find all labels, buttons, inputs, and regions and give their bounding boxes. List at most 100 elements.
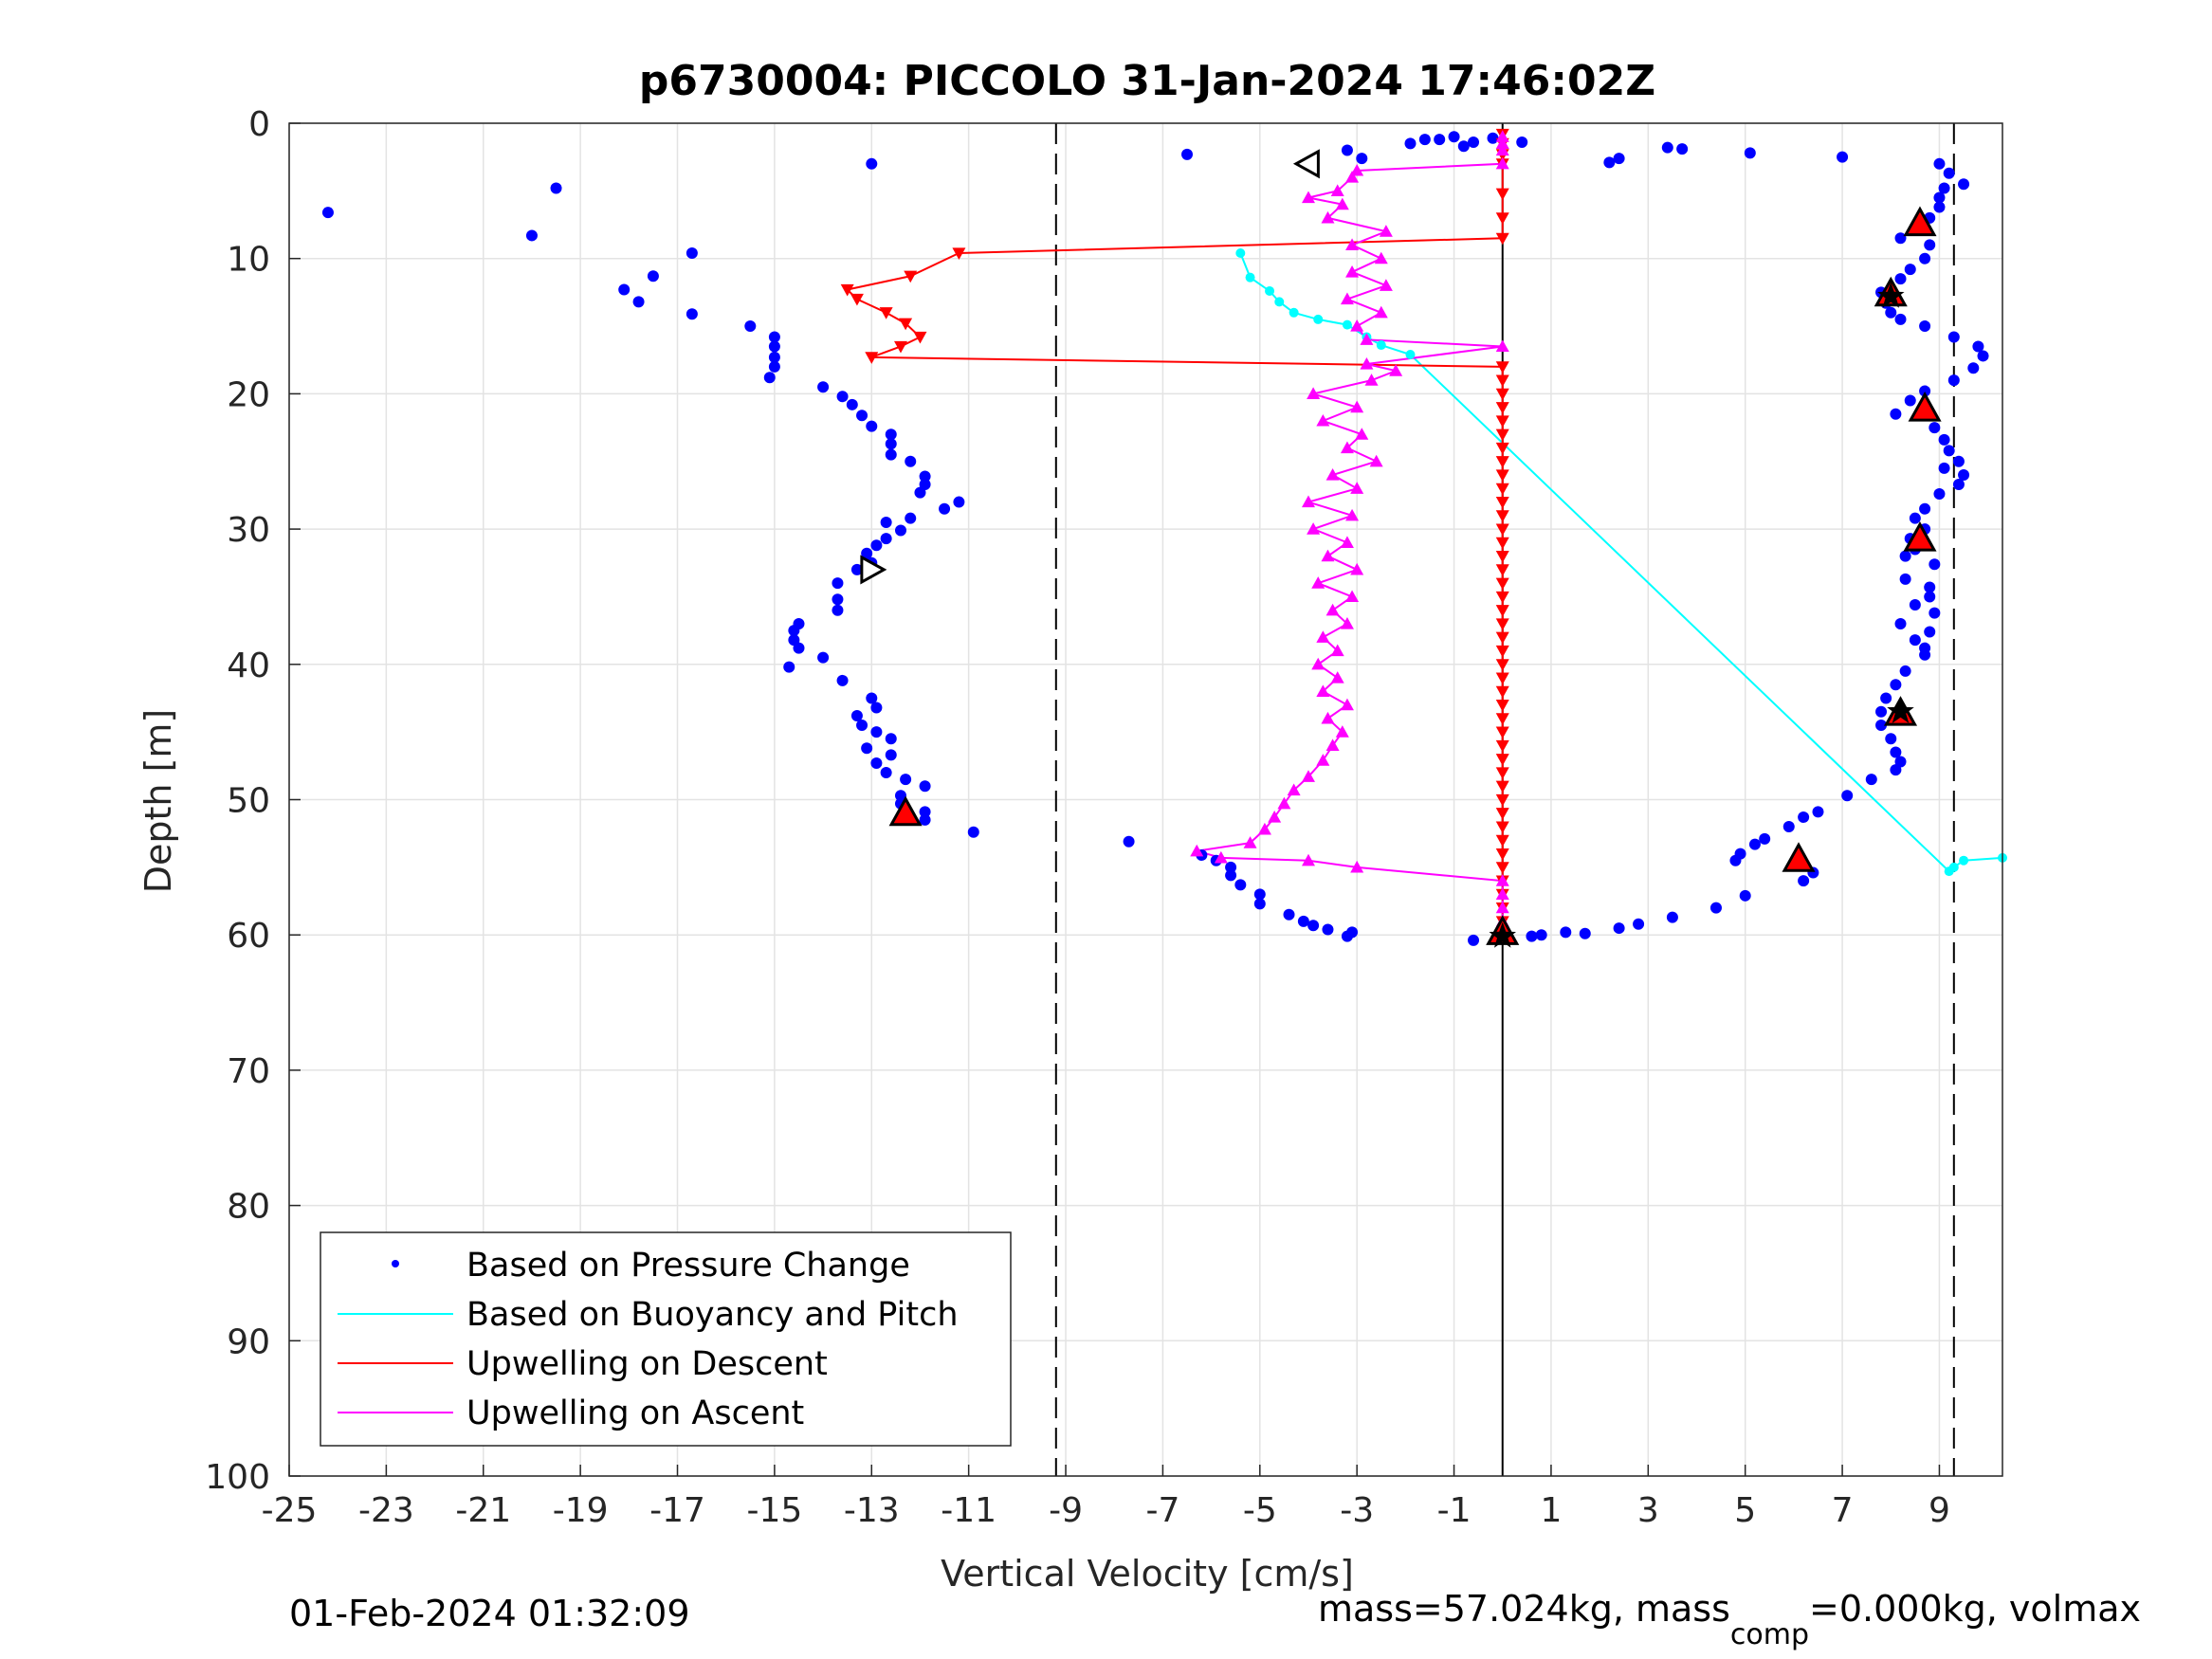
pressure-point — [1457, 140, 1470, 153]
pressure-point — [866, 420, 878, 432]
footer-mass-info: mass=57.024kg, masscomp=0.000kg, volmax — [1318, 1588, 2141, 1651]
pressure-point — [1516, 136, 1528, 148]
pressure-point — [850, 710, 863, 722]
descent-point — [1495, 659, 1509, 671]
x-tick-label: -11 — [941, 1491, 996, 1530]
x-tick-label: -19 — [553, 1491, 609, 1530]
x-tick-label: -5 — [1243, 1491, 1277, 1530]
ascent-point — [1325, 738, 1340, 752]
series-line-1 — [1239, 252, 2003, 873]
ascent-point — [1190, 844, 1204, 857]
pressure-point — [870, 757, 883, 769]
pressure-point — [1880, 692, 1892, 704]
descent-point — [1495, 645, 1509, 658]
pressure-point — [525, 229, 538, 242]
pressure-point — [1899, 550, 1911, 562]
ascent-point — [1340, 441, 1354, 454]
pressure-point — [866, 692, 878, 704]
descent-point — [1495, 469, 1509, 483]
x-tick-label: 5 — [1734, 1491, 1756, 1530]
ascent-point — [1355, 428, 1369, 440]
ascent-point — [1374, 305, 1388, 319]
y-tick-label: 90 — [227, 1322, 270, 1361]
pressure-point — [1972, 340, 1984, 353]
pressure-point — [1865, 774, 1877, 786]
pressure-point — [1938, 182, 1950, 194]
descent-point — [840, 283, 854, 297]
pressure-point — [846, 398, 858, 410]
pressure-point — [1933, 191, 1946, 204]
ascent-point — [1214, 850, 1228, 864]
y-tick-label: 100 — [205, 1458, 270, 1497]
ascent-point — [1301, 191, 1315, 204]
descent-point — [1495, 821, 1509, 834]
pressure-point — [1526, 930, 1538, 942]
buoyancy-point — [1948, 862, 1959, 872]
pressure-point — [1947, 331, 1960, 343]
ascent-point — [1301, 495, 1315, 508]
ascent-point — [1350, 319, 1364, 332]
pressure-point — [783, 661, 795, 673]
pressure-point — [1933, 201, 1946, 213]
descent-point — [1495, 188, 1509, 201]
pressure-point — [1977, 350, 1989, 362]
pressure-point — [744, 320, 757, 333]
pressure-point — [1837, 151, 1849, 163]
ascent-point — [1369, 454, 1383, 467]
descent-point — [1495, 700, 1509, 712]
pressure-point — [1633, 918, 1645, 930]
x-tick-label: 3 — [1637, 1491, 1659, 1530]
pressure-point — [894, 790, 906, 802]
descent-point — [1495, 388, 1509, 401]
pressure-point — [905, 455, 917, 467]
descent-point — [1495, 780, 1509, 793]
ascent-point — [1495, 339, 1509, 353]
pressure-point — [1894, 313, 1907, 325]
pressure-point — [618, 283, 631, 296]
pressure-point — [1890, 746, 1902, 758]
descent-point — [1495, 212, 1509, 225]
pressure-point — [1744, 147, 1756, 159]
ascent-point — [1495, 901, 1509, 914]
y-tick-label: 20 — [227, 375, 270, 414]
ascent-point — [1379, 225, 1393, 237]
flag-triangle — [1903, 521, 1937, 552]
pressure-point — [894, 524, 906, 537]
pressure-point — [788, 625, 800, 637]
pressure-point — [1933, 157, 1946, 170]
y-tick-label: 70 — [227, 1052, 270, 1091]
descent-point — [1495, 631, 1509, 645]
legend-label-ascent: Upwelling on Ascent — [466, 1395, 804, 1432]
pressure-point — [1739, 889, 1751, 902]
x-tick-label: 9 — [1929, 1491, 1950, 1530]
pressure-point — [866, 157, 878, 170]
pressure-point — [1356, 153, 1368, 165]
descent-point — [1495, 523, 1509, 537]
pressure-point — [1958, 178, 1970, 191]
pressure-point — [1346, 926, 1359, 939]
ascent-point — [1330, 184, 1344, 196]
legend-label-descent: Upwelling on Descent — [466, 1345, 828, 1383]
ascent-point — [1316, 630, 1330, 643]
x-axis-ticks: -25 -23 -21 -19 -17 -15 -13 -11 -9 -7 -5 -3 -1 1 3 5 7 9 — [262, 1465, 1950, 1530]
descent-point — [1495, 808, 1509, 820]
descent-point — [1495, 496, 1509, 509]
ascent-point — [1345, 508, 1360, 521]
pressure-point — [1899, 665, 1911, 677]
descent-point — [1495, 834, 1509, 848]
buoyancy-point — [1289, 307, 1299, 318]
pressure-point — [939, 502, 951, 515]
descent-point — [1495, 605, 1509, 617]
pressure-point — [1468, 136, 1480, 148]
y-tick-label: 40 — [227, 647, 270, 685]
pressure-point — [880, 533, 892, 545]
descent-point — [1495, 537, 1509, 550]
footer-mass-a: mass=57.024kg, mass — [1318, 1588, 1730, 1630]
pressure-point — [885, 448, 897, 461]
pressure-point — [1958, 469, 1970, 482]
ascent-point — [1340, 536, 1354, 548]
pressure-point — [1418, 134, 1431, 146]
ascent-point — [1495, 887, 1509, 900]
ascent-point — [1277, 796, 1291, 810]
